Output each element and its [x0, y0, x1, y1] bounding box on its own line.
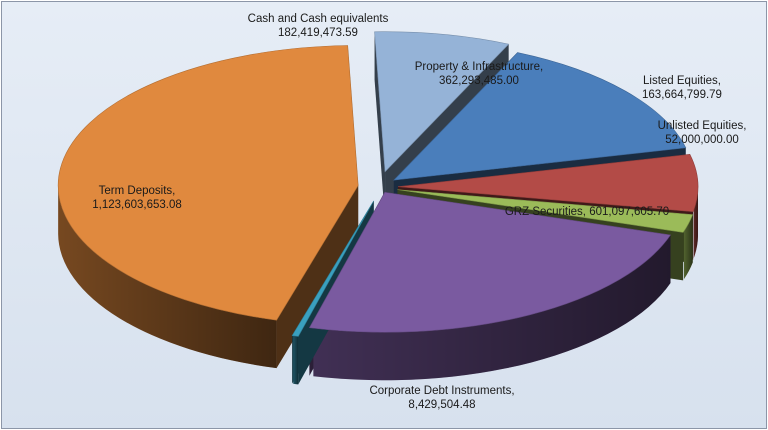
slice-listed-equities[interactable]: [397, 154, 699, 212]
slice-grz-securities-601-097-605-70[interactable]: [308, 191, 672, 333]
slice-label-name: GRZ Securities, 601,097,605.70: [505, 206, 669, 218]
slice-label-value: 163,664,799.79: [642, 89, 722, 101]
slice-label-corporate-debt-instruments: Corporate Debt Instruments, 8,429,504.48: [369, 385, 514, 411]
slice-label-unlisted-equities: Unlisted Equities, 52,000,000.00: [658, 120, 747, 146]
slice-label-name: Corporate Debt Instruments,: [369, 385, 514, 397]
slice-label-value: 1,123,603,653.08: [92, 199, 182, 211]
slice-label-value: 362,293,485.00: [439, 75, 519, 87]
slice-side-shade-corporate-debt-instruments-0: [293, 335, 299, 385]
slice-side-shade-listed-equities-0: [693, 188, 698, 259]
slice-label-listed-equities: Listed Equities, 163,664,799.79: [642, 75, 722, 101]
slice-tops: [57, 31, 699, 337]
slice-unlisted-equities[interactable]: [397, 189, 694, 233]
slice-label-name: Unlisted Equities,: [658, 120, 747, 132]
slice-label-value: 8,429,504.48: [408, 399, 475, 411]
slice-label-term-deposits: Term Deposits, 1,123,603,653.08: [92, 185, 182, 211]
slice-wall-term-deposits-0: [276, 185, 359, 369]
slice-property-infrastructure[interactable]: [393, 52, 687, 181]
slice-label-name: Cash and Cash equivalents: [248, 13, 389, 25]
slice-term-deposits[interactable]: [57, 45, 359, 321]
slice-side-shade-grz-securities-601-097-605-70-0: [313, 235, 671, 381]
slice-labels: Cash and Cash equivalents 182,419,473.59 P…: [92, 13, 746, 411]
slice-cash-and-cash-equivalents[interactable]: [374, 31, 510, 173]
slice-corporate-debt-instruments[interactable]: [291, 200, 374, 337]
slice-side-shade-unlisted-equities-0: [683, 214, 693, 280]
slice-label-name: Listed Equities,: [643, 75, 721, 87]
slice-wall-cash-and-cash-equivalents-0: [374, 31, 386, 220]
slice-label-value: 52,000,000.00: [665, 134, 739, 146]
slice-label-property-infrastructure: Property & Infrastructure, 362,293,485.00: [415, 61, 543, 87]
slice-label-value: 182,419,473.59: [278, 27, 358, 39]
slice-label-grz-securities-601-097-605-70: GRZ Securities, 601,097,605.70: [505, 206, 669, 218]
slice-label-name: Term Deposits,: [99, 185, 176, 197]
slice-side-shade-term-deposits-0: [58, 185, 277, 369]
slice-label-cash-and-cash-equivalents: Cash and Cash equivalents 182,419,473.59: [248, 13, 389, 39]
slice-label-name: Property & Infrastructure,: [415, 61, 543, 73]
